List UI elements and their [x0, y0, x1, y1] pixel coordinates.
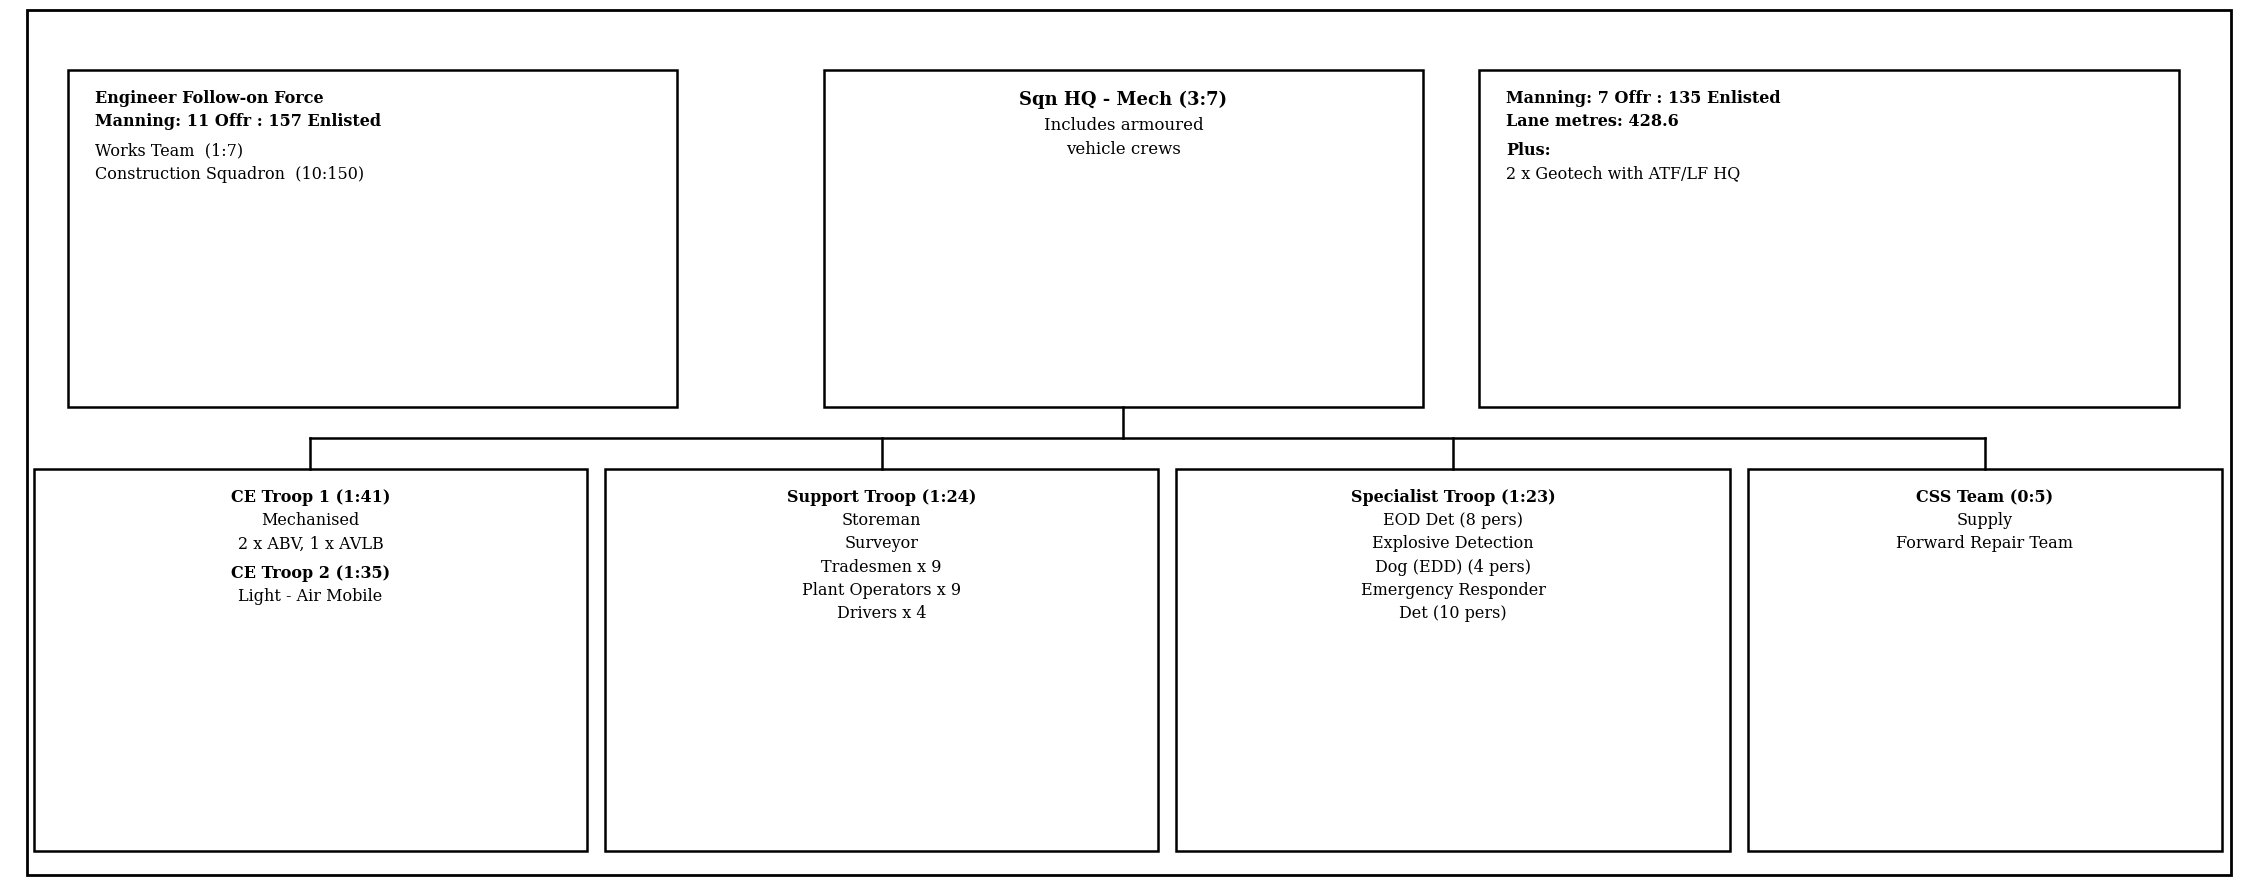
Text: Det (10 pers): Det (10 pers) — [1400, 604, 1506, 621]
Text: Plant Operators x 9: Plant Operators x 9 — [802, 581, 962, 598]
Text: 2 x Geotech with ATF/LF HQ: 2 x Geotech with ATF/LF HQ — [1506, 166, 1741, 183]
Text: Specialist Troop (1:23): Specialist Troop (1:23) — [1350, 488, 1556, 506]
FancyBboxPatch shape — [34, 470, 587, 851]
Text: Mechanised: Mechanised — [262, 512, 359, 529]
Text: Tradesmen x 9: Tradesmen x 9 — [822, 558, 942, 575]
Text: Sqn HQ - Mech (3:7): Sqn HQ - Mech (3:7) — [1018, 90, 1228, 109]
FancyBboxPatch shape — [824, 71, 1423, 408]
Text: Plus:: Plus: — [1506, 143, 1551, 159]
FancyBboxPatch shape — [68, 71, 677, 408]
Text: Emergency Responder: Emergency Responder — [1362, 581, 1544, 598]
Text: Manning: 7 Offr : 135 Enlisted: Manning: 7 Offr : 135 Enlisted — [1506, 89, 1782, 107]
Text: Engineer Follow-on Force: Engineer Follow-on Force — [95, 89, 323, 107]
Text: CE Troop 1 (1:41): CE Troop 1 (1:41) — [230, 488, 391, 506]
Text: Manning: 11 Offr : 157 Enlisted: Manning: 11 Offr : 157 Enlisted — [95, 113, 382, 130]
Text: Storeman: Storeman — [842, 512, 921, 529]
Text: Support Troop (1:24): Support Troop (1:24) — [788, 488, 975, 506]
Text: Construction Squadron  (10:150): Construction Squadron (10:150) — [95, 166, 364, 183]
FancyBboxPatch shape — [1479, 71, 2179, 408]
FancyBboxPatch shape — [605, 470, 1158, 851]
Text: Works Team  (1:7): Works Team (1:7) — [95, 143, 244, 159]
Text: Surveyor: Surveyor — [844, 535, 919, 552]
Text: Explosive Detection: Explosive Detection — [1373, 535, 1533, 552]
Text: CSS Team (0:5): CSS Team (0:5) — [1917, 488, 2053, 506]
Text: 2 x ABV, 1 x AVLB: 2 x ABV, 1 x AVLB — [237, 535, 384, 552]
Text: EOD Det (8 pers): EOD Det (8 pers) — [1382, 512, 1524, 529]
Text: Dog (EDD) (4 pers): Dog (EDD) (4 pers) — [1375, 558, 1531, 575]
Text: vehicle crews: vehicle crews — [1066, 141, 1181, 158]
Text: CE Troop 2 (1:35): CE Troop 2 (1:35) — [230, 564, 391, 581]
FancyBboxPatch shape — [1748, 470, 2222, 851]
Text: Includes armoured: Includes armoured — [1043, 117, 1204, 134]
Text: Supply: Supply — [1958, 512, 2012, 529]
Text: Forward Repair Team: Forward Repair Team — [1897, 535, 2073, 552]
Text: Light - Air Mobile: Light - Air Mobile — [239, 587, 382, 604]
Text: Lane metres: 428.6: Lane metres: 428.6 — [1506, 113, 1680, 130]
Text: Drivers x 4: Drivers x 4 — [838, 604, 926, 621]
FancyBboxPatch shape — [1176, 470, 1730, 851]
